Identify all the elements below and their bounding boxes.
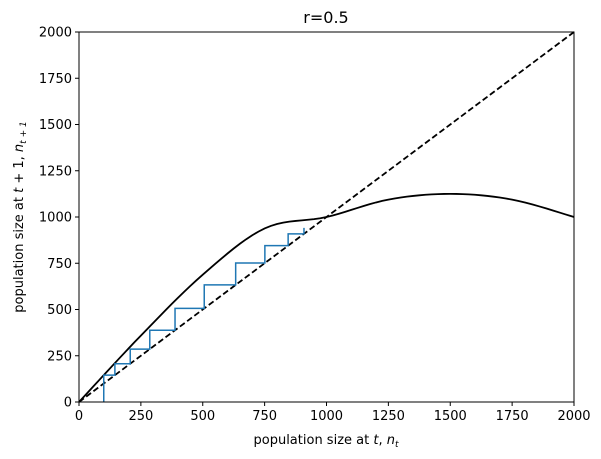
- x-tick-label: 2000: [557, 409, 590, 424]
- x-axis-label: population size at t, nt: [254, 433, 399, 450]
- y-tick-label: 1500: [39, 118, 72, 133]
- y-tick-label: 0: [64, 396, 72, 411]
- x-tick-label: 1250: [372, 409, 405, 424]
- cobweb-line: [103, 227, 305, 402]
- y-tick-label: 1750: [39, 72, 72, 87]
- identity-line: [78, 31, 575, 403]
- x-axis-ticks: 0 250 500 750 1000 1250 1500 1750 2000: [75, 402, 591, 424]
- plot-area: [78, 31, 575, 403]
- y-tick-label: 1250: [39, 164, 72, 179]
- y-axis-ticks: 0 250 500 750 1000 1250 1500 1750 2000: [39, 26, 79, 411]
- x-tick-label: 0: [75, 409, 83, 424]
- y-tick-label: 500: [47, 303, 72, 318]
- y-tick-label: 250: [47, 349, 72, 364]
- x-tick-label: 750: [252, 409, 277, 424]
- y-tick-label: 2000: [39, 26, 72, 41]
- y-axis-label: population size at t + 1, nt + 1: [12, 121, 29, 312]
- x-tick-label: 1750: [496, 409, 529, 424]
- plot-frame: [78, 31, 575, 403]
- x-tick-label: 1500: [434, 409, 467, 424]
- chart-title: r=0.5: [303, 8, 348, 27]
- y-tick-label: 1000: [39, 211, 72, 226]
- y-tick-label: 750: [47, 257, 72, 272]
- x-tick-label: 1000: [310, 409, 343, 424]
- growth-curve-line: [78, 192, 575, 403]
- x-tick-label: 250: [128, 409, 153, 424]
- x-tick-label: 500: [190, 409, 215, 424]
